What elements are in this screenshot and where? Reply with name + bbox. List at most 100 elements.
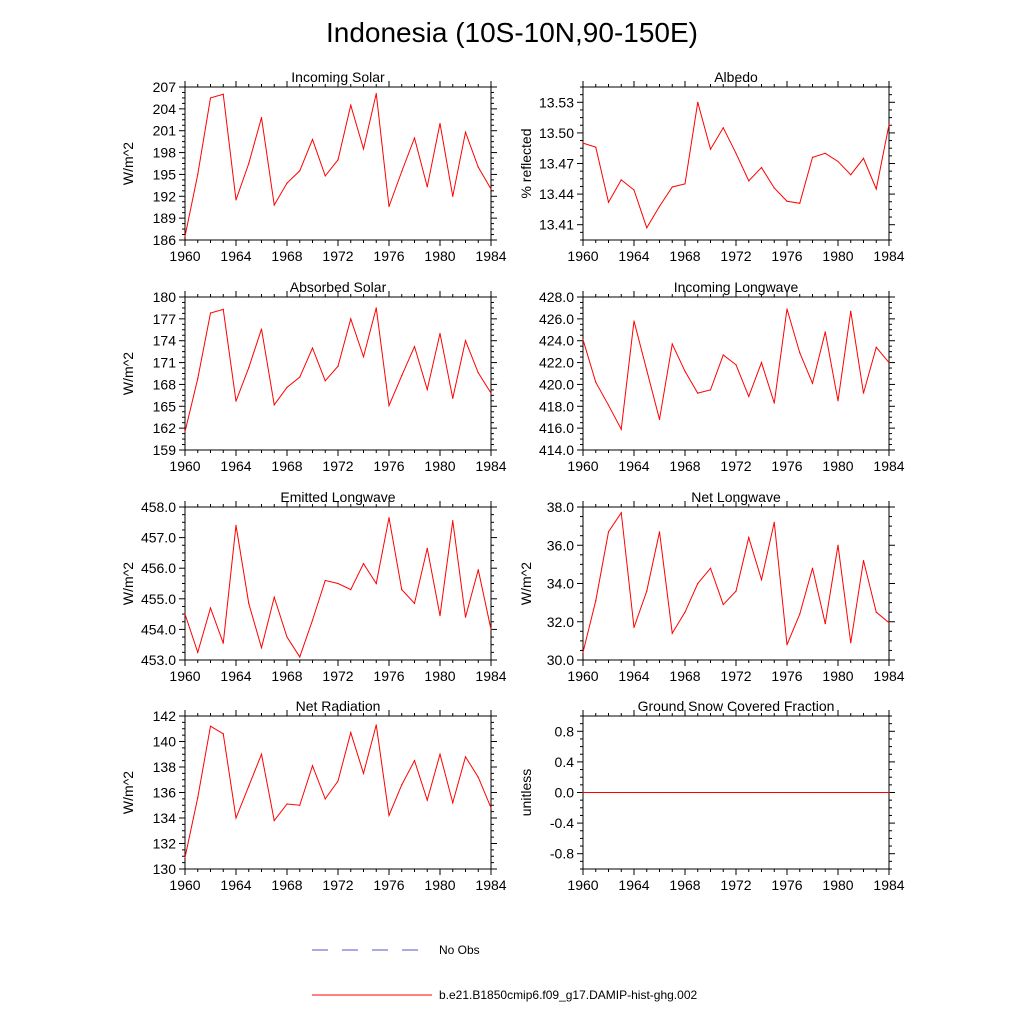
data-point <box>273 204 275 206</box>
data-point <box>337 365 339 367</box>
data-point <box>607 404 610 406</box>
y-tick-label: 204 <box>153 101 177 117</box>
data-point <box>401 589 403 591</box>
x-tick-label: 1980 <box>822 668 853 684</box>
x-tick-label: 1968 <box>669 877 700 893</box>
x-tick-label: 1972 <box>322 458 353 474</box>
panel-absorbed-solar: Absorbed Solar 1960 1964 1968 1972 1976 1980 19… <box>120 279 507 474</box>
data-point <box>633 189 635 191</box>
plot-frame <box>184 296 492 451</box>
x-tick-label: 1984 <box>873 248 904 264</box>
y-tick-label: 428.0 <box>539 289 574 305</box>
x-tick-label: 1980 <box>424 248 455 264</box>
data-point <box>337 582 339 585</box>
y-tick-label: 207 <box>153 79 177 95</box>
data-point <box>337 780 339 782</box>
y-tick-label: 32.0 <box>547 614 574 630</box>
data-point <box>799 352 801 354</box>
data-point <box>413 602 416 604</box>
data-point <box>875 346 877 348</box>
y-tick-label: 457.0 <box>141 530 176 546</box>
legend-model-label: b.e21.B1850cmip6.f09_g17.DAMIP-hist-ghg.… <box>439 988 697 1002</box>
y-tick-label: 420.0 <box>539 376 574 392</box>
data-point <box>260 328 263 330</box>
y-tick-label: 0.8 <box>555 723 575 739</box>
data-point <box>811 156 814 158</box>
data-point <box>862 392 865 394</box>
y-tick-label: 414.0 <box>539 442 574 458</box>
plot-frame <box>184 715 492 870</box>
data-point <box>888 361 890 364</box>
data-point <box>824 331 826 333</box>
data-point <box>452 802 454 804</box>
data-point <box>582 651 584 653</box>
data-point <box>773 187 775 189</box>
data-point <box>388 404 390 407</box>
x-tick-label: 1960 <box>567 668 598 684</box>
y-tick-label: 165 <box>153 398 177 414</box>
data-point <box>235 524 237 526</box>
data-point <box>671 791 673 794</box>
data-point <box>464 616 467 618</box>
y-tick-label: 171 <box>153 355 177 371</box>
data-point <box>222 642 224 644</box>
data-point <box>209 312 212 314</box>
x-tick-label: 1968 <box>271 877 302 893</box>
y-tick-label: 424.0 <box>539 333 574 349</box>
y-tick-label: 134 <box>153 810 177 826</box>
data-point <box>671 343 673 345</box>
data-point <box>633 791 635 794</box>
data-point <box>684 791 686 794</box>
panel-incoming-longwave: Incoming Longwave 1960 1964 1968 1972 1976 198… <box>539 279 905 474</box>
data-point <box>773 521 775 523</box>
data-point <box>477 776 479 778</box>
y-tick-label: 30.0 <box>547 652 574 668</box>
data-point <box>837 544 839 546</box>
data-point <box>350 318 352 320</box>
x-tick-label: 1960 <box>169 668 200 684</box>
y-tick-label: 0.4 <box>555 754 575 770</box>
data-point <box>324 798 326 800</box>
data-point <box>197 651 199 653</box>
data-point <box>620 512 622 514</box>
data-point <box>735 364 737 366</box>
x-tick-label: 1984 <box>475 458 506 474</box>
data-point <box>286 803 288 805</box>
y-tick-label: 36.0 <box>547 537 574 553</box>
data-point <box>362 148 365 150</box>
data-point <box>184 613 186 615</box>
data-point <box>735 791 737 794</box>
data-point <box>184 235 186 237</box>
data-point <box>209 725 212 727</box>
y-tick-label: 177 <box>153 311 177 327</box>
y-tick-label: 453.0 <box>141 652 176 668</box>
y-tick-label: 168 <box>153 376 177 392</box>
data-point <box>722 354 724 356</box>
data-point <box>413 137 416 139</box>
data-point <box>824 152 826 154</box>
panel-title: Incoming Solar <box>291 69 385 85</box>
data-point <box>620 179 622 181</box>
x-tick-label: 1984 <box>475 248 506 264</box>
data-point <box>748 395 750 398</box>
data-point <box>875 188 877 190</box>
data-point <box>888 791 890 794</box>
y-tick-label: 140 <box>153 734 177 750</box>
data-point <box>235 817 237 819</box>
y-tick-label: 0.0 <box>555 785 575 801</box>
data-point <box>760 791 763 794</box>
data-point <box>375 307 377 309</box>
data-point <box>888 622 890 624</box>
x-tick-label: 1984 <box>873 458 904 474</box>
data-point <box>888 124 890 126</box>
data-point <box>311 347 314 349</box>
data-point <box>490 392 492 394</box>
data-point <box>464 756 467 758</box>
data-point <box>209 97 212 99</box>
data-point <box>646 369 648 371</box>
data-point <box>375 92 377 95</box>
series-line <box>582 511 890 653</box>
data-point <box>235 400 237 402</box>
y-tick-label: 38.0 <box>547 499 574 515</box>
y-axis-label: W/m^2 <box>120 771 136 814</box>
